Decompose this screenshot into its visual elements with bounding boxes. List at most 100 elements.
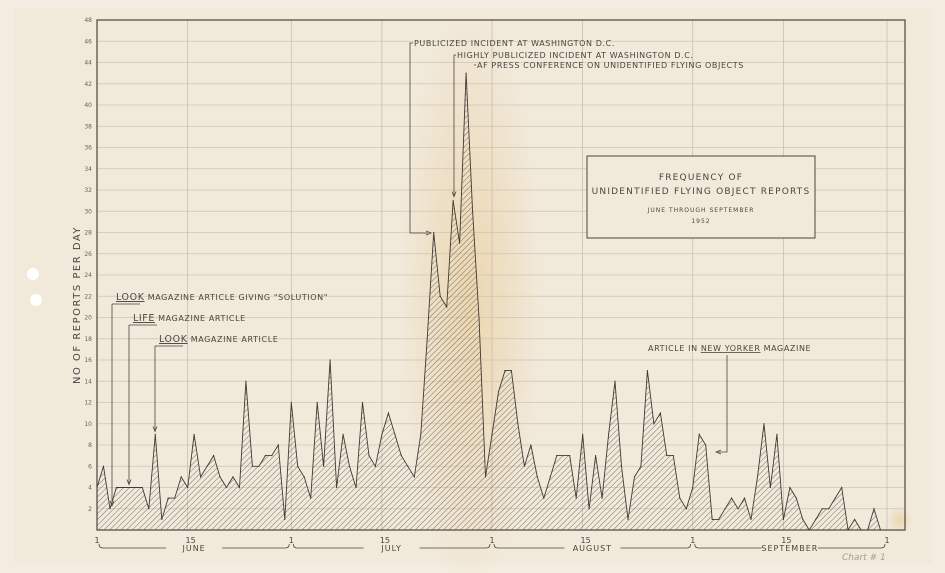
- annotation-label: AF PRESS CONFERENCE ON UNIDENTIFIED FLYI…: [477, 61, 744, 70]
- data-point: [588, 508, 590, 510]
- x-tick-label: 1: [489, 536, 494, 545]
- x-tick-label: 15: [186, 536, 196, 545]
- y-tick-label: 36: [84, 145, 92, 152]
- data-point: [523, 465, 525, 467]
- binder-hole: [27, 268, 39, 280]
- data-point: [834, 497, 836, 499]
- data-point: [271, 455, 273, 457]
- y-tick-label: 12: [84, 400, 92, 407]
- y-tick-label: 38: [84, 123, 92, 130]
- data-point: [387, 412, 389, 414]
- data-point: [633, 476, 636, 478]
- x-tick-label: 1: [94, 536, 99, 545]
- data-point: [743, 497, 746, 499]
- data-point: [161, 518, 163, 520]
- chart-subtitle: JUNE THROUGH SEPTEMBER: [647, 207, 755, 214]
- data-point: [400, 455, 402, 457]
- data-point: [452, 200, 454, 202]
- data-point: [653, 423, 655, 425]
- annotation-underlined: LOOK: [159, 334, 188, 345]
- data-point: [679, 497, 681, 499]
- data-point: [510, 370, 513, 372]
- data-point: [471, 210, 474, 212]
- y-tick-label: 44: [84, 60, 92, 67]
- data-point: [316, 401, 318, 404]
- data-point: [646, 370, 649, 372]
- y-tick-label: 10: [84, 421, 92, 428]
- data-point: [711, 518, 713, 520]
- annotation-underlined: LIFE: [133, 313, 155, 324]
- data-point: [193, 433, 195, 435]
- y-tick-label: 20: [84, 315, 92, 322]
- y-tick-label: 14: [84, 378, 92, 385]
- data-point: [841, 486, 843, 489]
- data-point: [148, 508, 150, 510]
- data-point: [303, 476, 305, 478]
- data-point: [187, 486, 189, 489]
- data-point: [620, 465, 623, 467]
- data-point: [426, 338, 428, 340]
- y-tick-label: 22: [84, 293, 92, 300]
- data-point: [549, 476, 551, 478]
- data-point: [815, 518, 817, 520]
- data-point: [873, 508, 875, 510]
- data-point: [446, 306, 448, 308]
- data-point: [756, 476, 759, 478]
- x-tick-label: 15: [581, 536, 591, 545]
- y-tick-label: 4: [88, 485, 92, 492]
- data-point: [219, 476, 221, 478]
- series-line: [96, 73, 881, 532]
- data-point: [802, 518, 804, 520]
- data-point: [115, 486, 118, 489]
- data-point: [601, 497, 603, 499]
- data-point: [368, 455, 370, 457]
- y-tick-label: 24: [84, 272, 92, 279]
- arrow-head-icon: [152, 426, 158, 433]
- data-point: [374, 465, 377, 467]
- data-point: [478, 316, 480, 319]
- arrow-head-icon: [425, 230, 433, 236]
- data-point: [828, 508, 830, 510]
- data-point: [135, 486, 137, 489]
- arrow-head-icon: [714, 449, 722, 455]
- data-point: [692, 486, 694, 489]
- data-point: [407, 465, 409, 467]
- data-point: [232, 476, 234, 478]
- plot-frame: [96, 19, 906, 531]
- annotation-underlined: NEW YORKER: [701, 344, 761, 353]
- data-point: [154, 433, 156, 435]
- data-point: [666, 455, 668, 457]
- data-point: [361, 401, 364, 404]
- month-label: JUNE: [181, 544, 205, 553]
- annotation-text: MAGAZINE ARTICLE GIVING "SOLUTION": [145, 293, 329, 302]
- data-point: [167, 497, 169, 499]
- y-tick-label: 18: [84, 336, 92, 343]
- data-point: [821, 508, 823, 510]
- data-point: [290, 401, 292, 404]
- data-point: [640, 465, 642, 467]
- data-point: [200, 476, 202, 478]
- annotation-text: ARTICLE IN: [648, 344, 701, 353]
- y-tick-label: 42: [84, 81, 92, 88]
- data-point: [614, 380, 616, 382]
- data-point: [484, 476, 487, 478]
- data-point: [556, 455, 558, 457]
- y-tick-label: 28: [84, 230, 92, 237]
- data-point: [724, 508, 726, 510]
- data-point: [854, 518, 856, 520]
- y-axis-ticks: 2468101214161820222426283032343638404244…: [84, 17, 92, 513]
- data-point: [258, 465, 260, 467]
- data-point: [381, 433, 383, 435]
- data-point: [776, 433, 778, 435]
- month-label: SEPTEMBER: [761, 544, 818, 553]
- y-tick-label: 26: [84, 251, 92, 258]
- data-point: [718, 518, 720, 520]
- data-point: [128, 486, 130, 489]
- annotation-arrow: [409, 42, 428, 234]
- data-point: [206, 465, 208, 467]
- data-point: [238, 486, 241, 489]
- data-point: [627, 518, 629, 520]
- x-tick-label: 15: [781, 536, 791, 545]
- annotation-text: MAGAZINE ARTICLE: [188, 335, 279, 344]
